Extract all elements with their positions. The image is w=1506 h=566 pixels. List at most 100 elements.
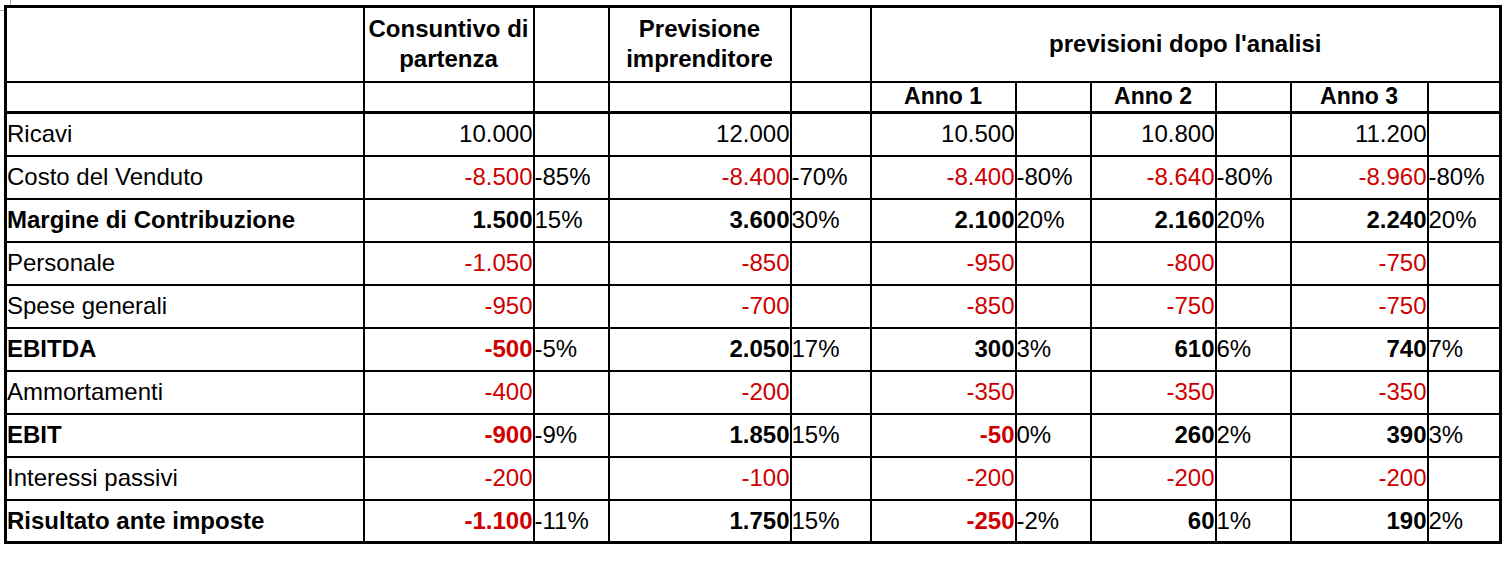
- table-row: Costo del Venduto-8.500-85%-8.400-70%-8.…: [6, 156, 1501, 199]
- header-previsioni-dopo-analisi: previsioni dopo l'analisi: [871, 7, 1501, 82]
- value-cell: 12.000: [609, 113, 791, 156]
- empty-header-cell: [1016, 82, 1091, 113]
- value-cell: -8.400: [609, 156, 791, 199]
- value-cell: -8.960: [1291, 156, 1428, 199]
- percent-cell: 2%: [1216, 414, 1291, 457]
- value-cell: -200: [1091, 457, 1216, 500]
- financial-projections-table: Consuntivo di partenza Previsione impren…: [4, 5, 1502, 544]
- header-anno-3: Anno 3: [1291, 82, 1428, 113]
- percent-cell: [791, 371, 871, 414]
- value-cell: -350: [1091, 371, 1216, 414]
- row-label-cell: Risultato ante imposte: [6, 500, 364, 543]
- row-label-cell: EBITDA: [6, 328, 364, 371]
- empty-header-cell: [791, 7, 871, 82]
- value-cell: -8.640: [1091, 156, 1216, 199]
- value-cell: 300: [871, 328, 1016, 371]
- value-cell: -1.100: [364, 500, 534, 543]
- value-cell: 10.000: [364, 113, 534, 156]
- percent-cell: [791, 457, 871, 500]
- percent-cell: [534, 113, 609, 156]
- value-cell: 610: [1091, 328, 1216, 371]
- row-label-cell: Ammortamenti: [6, 371, 364, 414]
- value-cell: -350: [1291, 371, 1428, 414]
- value-cell: 10.800: [1091, 113, 1216, 156]
- percent-cell: [1216, 242, 1291, 285]
- percent-cell: [1016, 285, 1091, 328]
- value-cell: 60: [1091, 500, 1216, 543]
- percent-cell: -80%: [1016, 156, 1091, 199]
- value-cell: -8.500: [364, 156, 534, 199]
- percent-cell: 15%: [791, 414, 871, 457]
- percent-cell: [1216, 113, 1291, 156]
- value-cell: 2.050: [609, 328, 791, 371]
- header-row-main: Consuntivo di partenza Previsione impren…: [6, 7, 1501, 82]
- percent-cell: 30%: [791, 199, 871, 242]
- value-cell: -8.400: [871, 156, 1016, 199]
- percent-cell: [1016, 242, 1091, 285]
- percent-cell: -9%: [534, 414, 609, 457]
- header-anno-1: Anno 1: [871, 82, 1016, 113]
- value-cell: -750: [1291, 285, 1428, 328]
- value-cell: 1.750: [609, 500, 791, 543]
- percent-cell: [1428, 113, 1501, 156]
- percent-cell: 0%: [1016, 414, 1091, 457]
- percent-cell: -70%: [791, 156, 871, 199]
- header-anno-2: Anno 2: [1091, 82, 1216, 113]
- value-cell: -950: [364, 285, 534, 328]
- value-cell: -500: [364, 328, 534, 371]
- value-cell: -750: [1091, 285, 1216, 328]
- percent-cell: 17%: [791, 328, 871, 371]
- percent-cell: 20%: [1216, 199, 1291, 242]
- percent-cell: 1%: [1216, 500, 1291, 543]
- percent-cell: [534, 371, 609, 414]
- table-row: Ricavi10.00012.00010.50010.80011.200: [6, 113, 1501, 156]
- value-cell: 2.240: [1291, 199, 1428, 242]
- percent-cell: 20%: [1428, 199, 1501, 242]
- table-body: Ricavi10.00012.00010.50010.80011.200Cost…: [6, 113, 1501, 543]
- percent-cell: [791, 242, 871, 285]
- percent-cell: 2%: [1428, 500, 1501, 543]
- percent-cell: [1016, 371, 1091, 414]
- percent-cell: 3%: [1428, 414, 1501, 457]
- percent-cell: [1216, 371, 1291, 414]
- value-cell: -850: [871, 285, 1016, 328]
- value-cell: -900: [364, 414, 534, 457]
- percent-cell: 15%: [534, 199, 609, 242]
- value-cell: 1.500: [364, 199, 534, 242]
- row-label-cell: Margine di Contribuzione: [6, 199, 364, 242]
- value-cell: 2.160: [1091, 199, 1216, 242]
- value-cell: -200: [609, 371, 791, 414]
- percent-cell: -2%: [1016, 500, 1091, 543]
- percent-cell: -11%: [534, 500, 609, 543]
- value-cell: 1.850: [609, 414, 791, 457]
- row-label-cell: Personale: [6, 242, 364, 285]
- row-label-cell: Interessi passivi: [6, 457, 364, 500]
- percent-cell: -80%: [1216, 156, 1291, 199]
- percent-cell: [1016, 113, 1091, 156]
- header-row-years: Anno 1 Anno 2 Anno 3: [6, 82, 1501, 113]
- value-cell: -350: [871, 371, 1016, 414]
- spreadsheet-canvas: Consuntivo di partenza Previsione impren…: [0, 0, 1506, 566]
- empty-header-cell: [1428, 82, 1501, 113]
- table-row: Personale-1.050-850-950-800-750: [6, 242, 1501, 285]
- percent-cell: -85%: [534, 156, 609, 199]
- value-cell: 390: [1291, 414, 1428, 457]
- percent-cell: 20%: [1016, 199, 1091, 242]
- row-label-cell: Costo del Venduto: [6, 156, 364, 199]
- percent-cell: [534, 242, 609, 285]
- table-row: Interessi passivi-200-100-200-200-200: [6, 457, 1501, 500]
- value-cell: 11.200: [1291, 113, 1428, 156]
- empty-header-cell: [534, 82, 609, 113]
- value-cell: 10.500: [871, 113, 1016, 156]
- percent-cell: 3%: [1016, 328, 1091, 371]
- value-cell: -800: [1091, 242, 1216, 285]
- empty-header-cell: [6, 82, 364, 113]
- value-cell: 2.100: [871, 199, 1016, 242]
- value-cell: -250: [871, 500, 1016, 543]
- table-row: Spese generali-950-700-850-750-750: [6, 285, 1501, 328]
- percent-cell: [1428, 242, 1501, 285]
- value-cell: -400: [364, 371, 534, 414]
- percent-cell: -80%: [1428, 156, 1501, 199]
- empty-header-cell: [1216, 82, 1291, 113]
- percent-cell: [791, 113, 871, 156]
